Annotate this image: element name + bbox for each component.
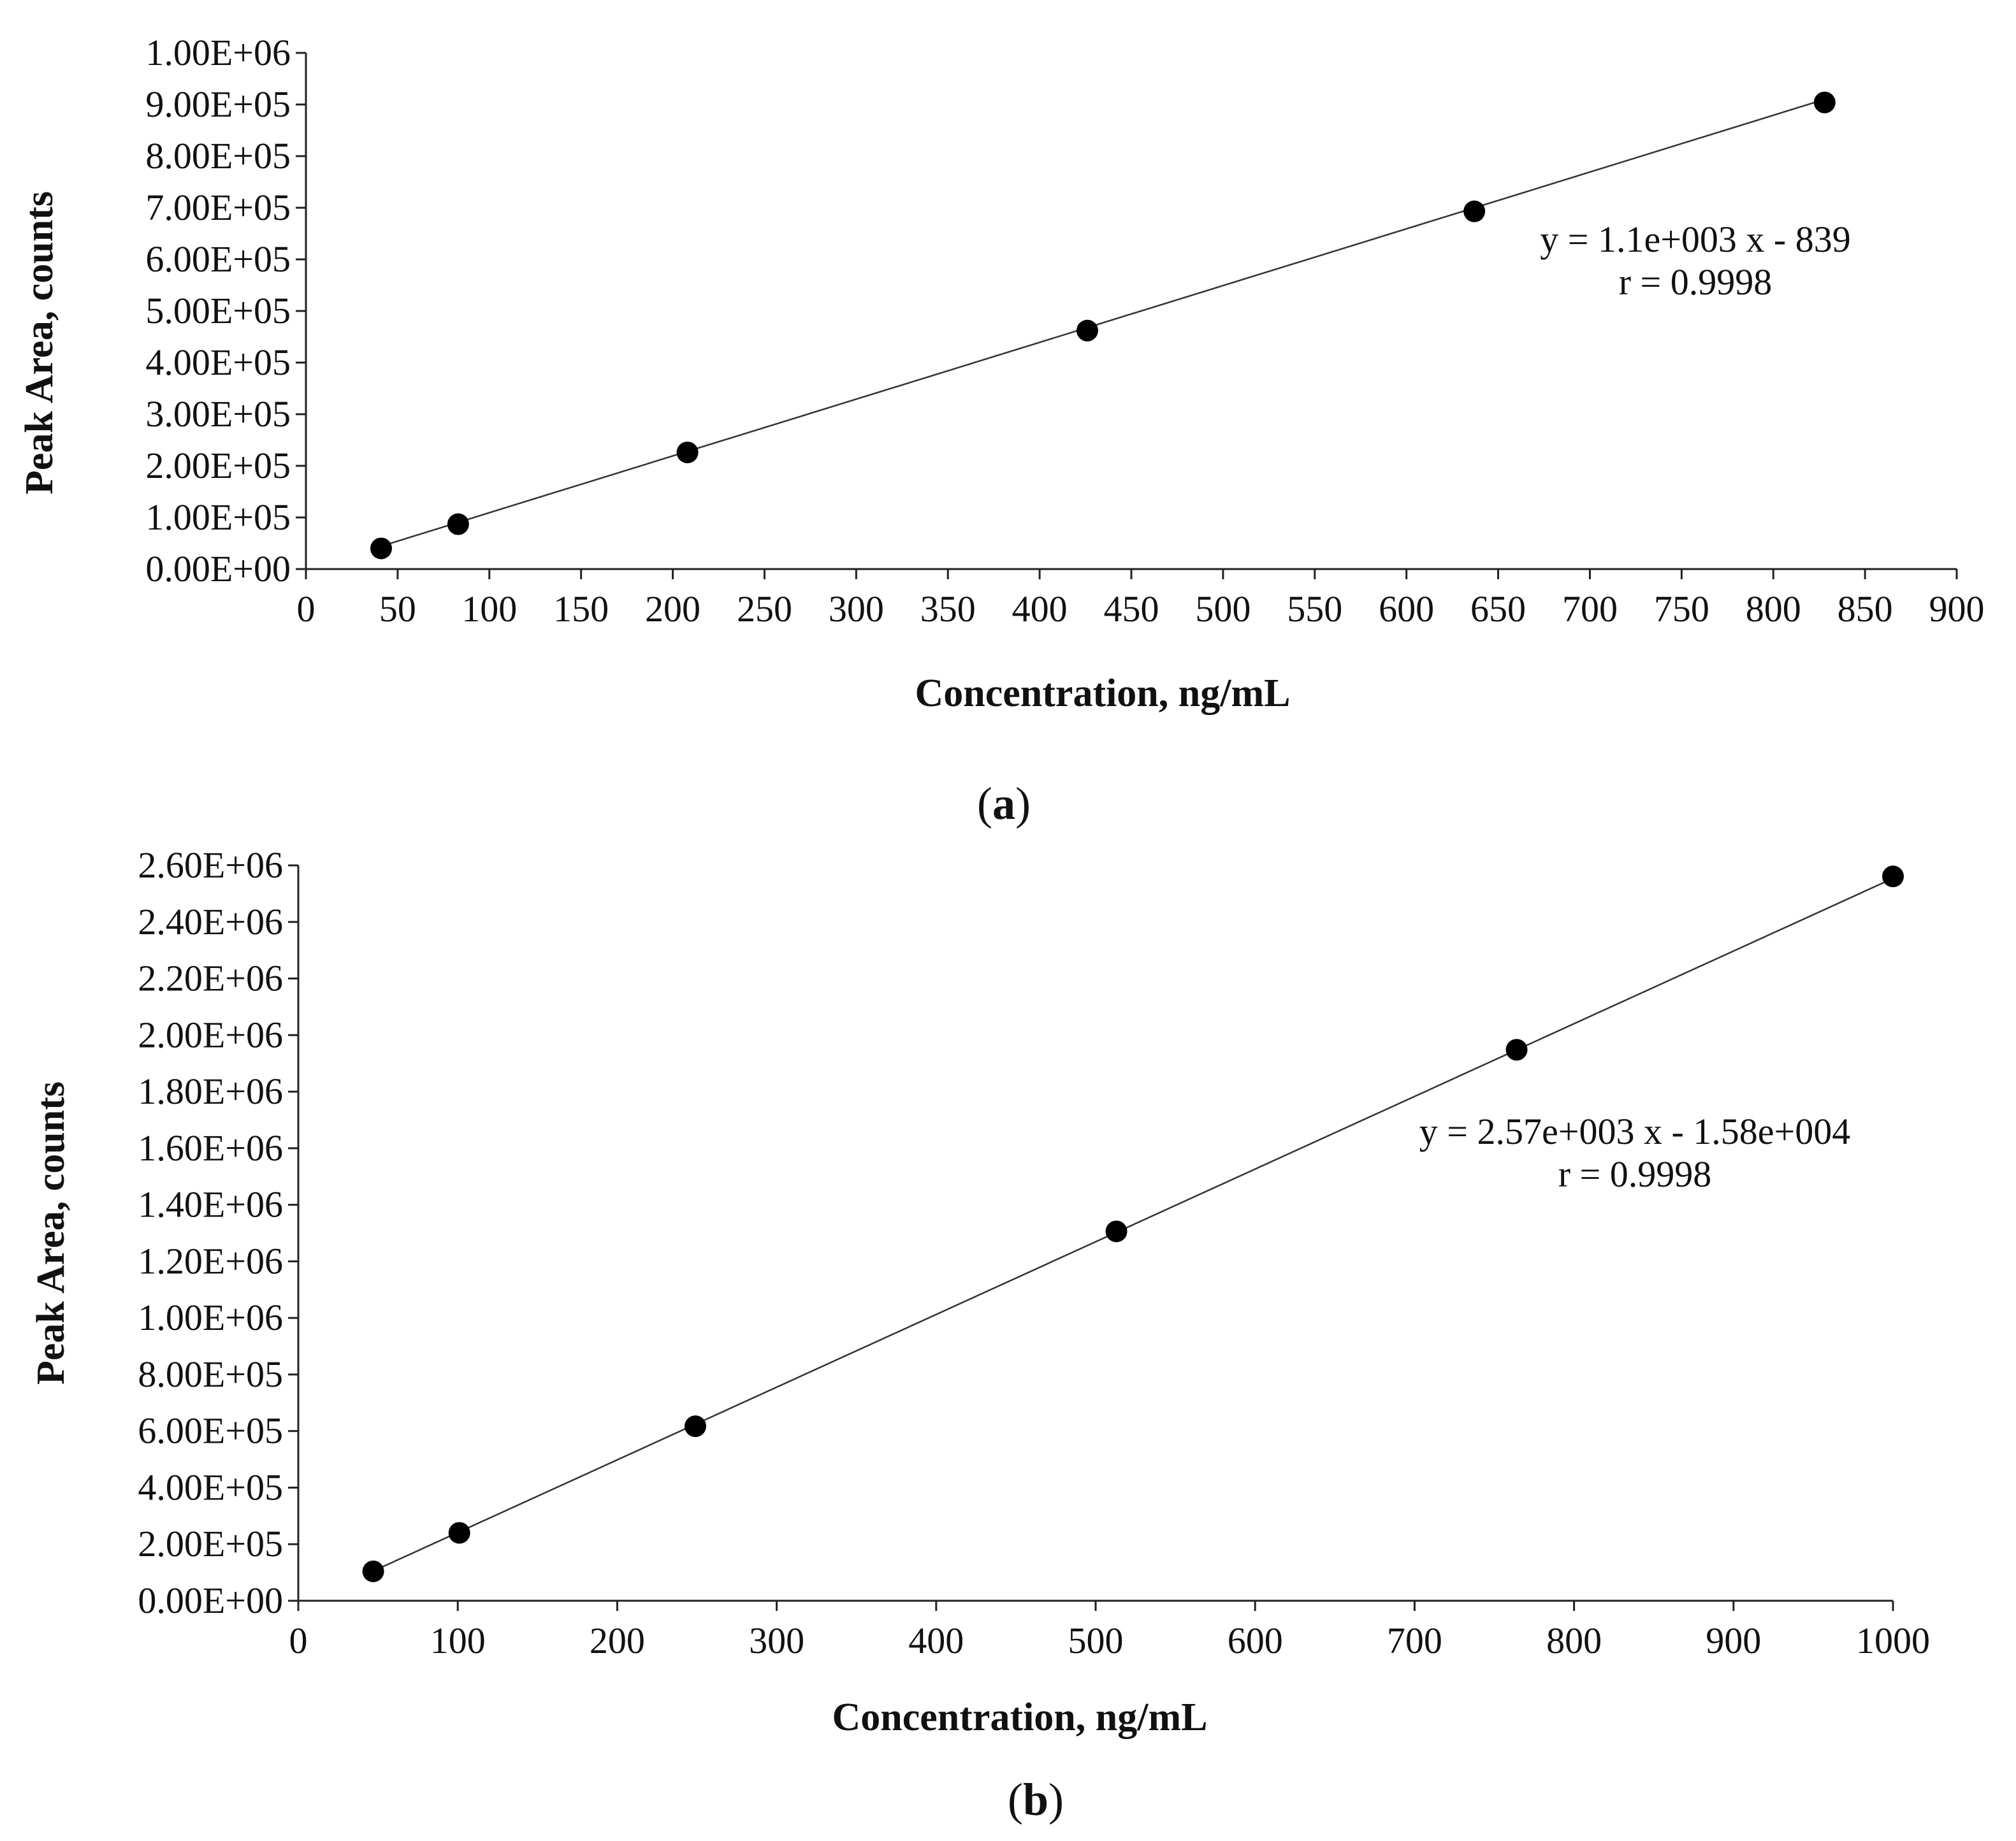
panel-a-x-tick-label: 550	[1287, 588, 1342, 630]
panel-b-x-tick-label: 300	[749, 1620, 804, 1661]
panel-b-x-axis-title: Concentration, ng/mL	[832, 1696, 1208, 1739]
panel-a-data-point	[370, 537, 392, 560]
panel-b-y-tick-label: 2.40E+06	[138, 901, 283, 942]
panel-a-x-tick-label: 100	[461, 588, 517, 630]
panel-b-data-point	[684, 1415, 706, 1438]
panel-a-fit-line	[381, 98, 1825, 547]
panel-b-y-tick-label: 0.00E+00	[138, 1580, 283, 1621]
panel-a-y-tick-label: 0.00E+00	[145, 548, 291, 589]
panel-b-y-tick-label: 4.00E+05	[138, 1466, 283, 1508]
panel-a-x-tick-label: 450	[1104, 588, 1159, 630]
panel-b-y-tick-label: 2.60E+06	[138, 844, 283, 886]
panel-a-marks: 0.00E+00 1.00E+05 2.00E+05 3.00E+05 4.00E+05…	[145, 32, 1984, 630]
panel-b-data-point	[1882, 865, 1904, 888]
panel-a-y-tick-label: 7.00E+05	[145, 187, 291, 228]
panel-a-r-value: r = 0.9998	[1619, 261, 1773, 303]
panel-a-x-tick-label: 150	[553, 588, 609, 630]
panel-b-x-tick-label: 700	[1387, 1620, 1442, 1661]
panel-a-data-point	[447, 513, 469, 535]
panel-a-x-tick-label: 750	[1654, 588, 1709, 630]
panel-a-data-point	[676, 441, 699, 463]
panel-b-y-tick-label: 1.20E+06	[138, 1240, 283, 1281]
panel-a-x-tick-label: 300	[829, 588, 884, 630]
panel-a-y-tick-label: 4.00E+05	[145, 342, 291, 383]
panel-b-y-axis-title: Peak Area, counts	[29, 1081, 73, 1385]
panel-a-y-tick-label: 5.00E+05	[145, 290, 291, 331]
panel-b-label-letter: b	[1023, 1774, 1048, 1825]
panel-b-y-tick-label: 1.60E+06	[138, 1127, 283, 1169]
panel-a-label: (a)	[977, 778, 1031, 829]
panel-b-y-tick-label: 2.00E+06	[138, 1014, 283, 1055]
panel-b-y-tick-label: 2.00E+05	[138, 1523, 283, 1564]
panel-a-x-tick-label: 50	[379, 588, 416, 630]
panel-a-y-tick-label: 1.00E+06	[145, 32, 291, 73]
panel-a-x-axis-title: Concentration, ng/mL	[915, 672, 1291, 715]
panel-a-x-tick-label: 400	[1012, 588, 1068, 630]
panel-b-x-tick-label: 0	[289, 1620, 308, 1661]
panel-b-y-tick-label: 1.40E+06	[138, 1184, 283, 1225]
panel-b-x-tick-label: 800	[1546, 1620, 1602, 1661]
panel-a-x-tick-label: 500	[1195, 588, 1251, 630]
panel-b-x-tick-label: 500	[1068, 1620, 1124, 1661]
panel-a-data-point	[1463, 200, 1486, 222]
panel-b-y-tick-label: 1.80E+06	[138, 1071, 283, 1112]
panel-a-x-tick-label: 700	[1562, 588, 1618, 630]
panel-a-x-tick-label: 350	[920, 588, 976, 630]
chart-panel-a: 0.00E+00 1.00E+05 2.00E+05 3.00E+05 4.00E+05…	[18, 32, 1985, 829]
panel-a-x-tick-label: 900	[1929, 588, 1985, 630]
panel-b-equation: y = 2.57e+003 x - 1.58e+004	[1419, 1111, 1850, 1152]
panel-a-data-point	[1076, 319, 1098, 342]
panel-b-data-point	[1105, 1220, 1128, 1243]
panel-b-y-tick-label: 6.00E+05	[138, 1410, 283, 1452]
panel-a-y-tick-label: 3.00E+05	[145, 393, 291, 435]
panel-a-x-tick-label: 600	[1379, 588, 1434, 630]
panel-a-equation: y = 1.1e+003 x - 839	[1540, 219, 1850, 260]
panel-b-x-tick-label: 1000	[1856, 1620, 1930, 1661]
panel-a-x-tick-label: 0	[297, 588, 315, 630]
panel-a-y-tick-label: 2.00E+05	[145, 445, 291, 486]
panel-b-data-point	[448, 1522, 470, 1544]
panel-a-y-axis-title: Peak Area, counts	[18, 191, 61, 495]
panel-b-data-point	[1505, 1039, 1528, 1061]
panel-a-data-point	[1813, 91, 1836, 113]
panel-a-x-tick-label: 850	[1838, 588, 1893, 630]
panel-a-x-tick-label: 200	[645, 588, 700, 630]
panel-b-x-tick-label: 200	[590, 1620, 645, 1661]
panel-b-fit-line	[373, 877, 1894, 1572]
panel-a-label-letter: a	[992, 778, 1015, 829]
panel-b-x-tick-label: 600	[1228, 1620, 1283, 1661]
panel-a-y-tick-label: 9.00E+05	[145, 83, 291, 125]
panel-b-x-tick-label: 400	[908, 1620, 964, 1661]
panel-b-label: (b)	[1008, 1774, 1064, 1825]
panel-b-data-point	[362, 1560, 384, 1582]
panel-a-y-tick-label: 8.00E+05	[145, 135, 291, 177]
panel-b-y-tick-label: 8.00E+05	[138, 1354, 283, 1395]
panel-a-x-tick-label: 650	[1470, 588, 1526, 630]
panel-b-marks: 0.00E+00 2.00E+05 4.00E+05 6.00E+05 8.00E+05…	[138, 844, 1930, 1661]
panel-b-x-tick-label: 100	[430, 1620, 486, 1661]
panel-b-r-value: r = 0.9998	[1558, 1153, 1712, 1195]
panel-a-x-tick-label: 800	[1746, 588, 1801, 630]
panel-b-y-tick-label: 1.00E+06	[138, 1297, 283, 1338]
panel-a-y-tick-label: 1.00E+05	[145, 496, 291, 538]
chart-panel-b: 0.00E+00 2.00E+05 4.00E+05 6.00E+05 8.00E+05…	[29, 844, 1930, 1825]
panel-a-x-tick-label: 250	[737, 588, 792, 630]
panel-a-y-tick-label: 6.00E+05	[145, 238, 291, 280]
panel-b-y-tick-label: 2.20E+06	[138, 958, 283, 999]
panel-b-x-tick-label: 900	[1706, 1620, 1761, 1661]
